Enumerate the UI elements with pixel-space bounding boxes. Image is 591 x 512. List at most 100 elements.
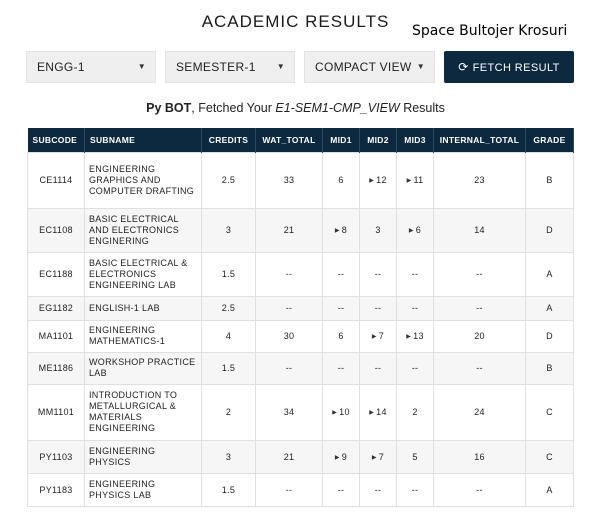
cell-value: 12	[376, 175, 387, 185]
cell-wat-total: 34	[255, 383, 323, 441]
cell-value: --	[337, 269, 345, 279]
cell-mid3: ▶ 6	[396, 207, 434, 253]
cell-value: ENGINEERING MATHEMATICS-1	[89, 325, 166, 346]
cell-internal-total: 23	[433, 151, 526, 209]
cell-mid1: 6	[322, 151, 360, 209]
caret-right-icon: ▶	[369, 410, 375, 416]
table-row: EC1108 BASIC ELECTRICAL AND ELECTRONICS E…	[27, 207, 574, 253]
cell-wat-total: --	[255, 295, 323, 321]
cell-internal-total: 16	[433, 439, 526, 474]
cell-mid3: --	[396, 251, 434, 297]
cell-mid2: 3	[359, 207, 397, 253]
cell-value: ME1186	[38, 363, 74, 373]
cell-value: --	[374, 363, 382, 373]
cell-grade: A	[525, 251, 574, 297]
cell-wat-total: 21	[255, 207, 323, 253]
caret-right-icon: ▶	[334, 228, 340, 234]
cell-value: ENGINEERING PHYSICS LAB	[89, 478, 156, 500]
cell-grade: B	[525, 351, 574, 385]
cell-value: PY1103	[39, 451, 73, 462]
cell-value: 34	[283, 407, 295, 417]
cell-mid2: --	[359, 295, 397, 321]
results-table: SUBCODE SUBNAME CREDITS WAT_TOTAL MID1 MID2 MI…	[27, 128, 574, 507]
cell-value: 23	[474, 175, 485, 185]
cell-wat-total: --	[255, 251, 323, 297]
caret-right-icon: ▶	[369, 178, 375, 184]
cell-mid2: --	[359, 351, 397, 385]
cell-mid1: --	[322, 251, 360, 297]
cell-value: 2	[225, 407, 232, 417]
table-header-row: SUBCODE SUBNAME CREDITS WAT_TOTAL MID1 MID2 MI…	[27, 128, 574, 152]
table-row: PY1183 ENGINEERING PHYSICS LAB 1.5 -- -- -- --…	[27, 472, 574, 507]
cell-mid2: --	[359, 472, 397, 507]
cell-value: D	[546, 331, 553, 341]
cell-mid1: ▶ 10	[322, 383, 360, 441]
table-row: MM1101 INTRODUCTION TO METALLURGICAL & MA…	[27, 383, 574, 441]
cell-wat-total: --	[255, 351, 323, 385]
cell-mid3: ▶ 11	[396, 151, 434, 209]
column-header-mid1: MID1	[322, 128, 360, 152]
cell-subname: WORKSHOP PRACTICE LAB	[84, 351, 202, 385]
cell-value: --	[411, 269, 419, 279]
cell-value: --	[374, 269, 382, 279]
cell-mid1: --	[322, 472, 360, 507]
cell-wat-total: --	[255, 472, 323, 507]
cell-value: 16	[474, 451, 485, 462]
cell-mid3: 5	[396, 439, 434, 474]
cell-subname: BASIC ELECTRICAL & ELECTRONICS ENGINEERI…	[84, 251, 202, 297]
cell-internal-total: 20	[433, 319, 526, 353]
cell-value: 24	[474, 407, 485, 417]
cell-value: --	[476, 363, 483, 373]
cell-subcode: MM1101	[27, 383, 85, 441]
cell-value: 7	[378, 331, 385, 341]
cell-mid3: --	[396, 295, 434, 321]
cell-grade: A	[525, 295, 574, 321]
cell-value: --	[411, 303, 419, 313]
cell-value: 2.5	[221, 175, 236, 185]
cell-value: B	[546, 363, 553, 373]
column-header-credits: CREDITS	[201, 128, 256, 152]
column-header-grade: GRADE	[525, 128, 574, 152]
cell-value: 5	[412, 451, 418, 462]
semester-select[interactable]: SEMESTER-1 ▼	[165, 51, 295, 83]
cell-mid2: ▶ 12	[359, 151, 397, 209]
cell-value: 3	[225, 225, 232, 235]
branch-select[interactable]: ENGG-1 ▼	[26, 51, 156, 83]
cell-value: EC1188	[39, 269, 73, 279]
cell-value: MA1101	[38, 331, 74, 341]
cell-value: --	[285, 363, 293, 373]
cell-value: 1.5	[221, 484, 236, 495]
fetch-result-button[interactable]: ⟳ FETCH RESULT	[444, 51, 574, 83]
cell-subname: ENGINEERING GRAPHICS AND COMPUTER DRAFTI…	[84, 151, 202, 209]
cell-grade: A	[525, 472, 574, 507]
cell-value: 14	[474, 225, 485, 235]
cell-mid1: ▶ 9	[322, 439, 360, 474]
cell-internal-total: 14	[433, 207, 526, 253]
cell-value: BASIC ELECTRICAL AND ELECTRONICS ENGINER…	[89, 213, 180, 246]
cell-mid2: ▶ 7	[359, 439, 397, 474]
cell-value: B	[546, 175, 553, 185]
cell-mid3: --	[396, 472, 434, 507]
status-prefix: , Fetched Your	[191, 101, 276, 115]
chevron-down-icon: ▼	[416, 62, 425, 71]
cell-credits: 2.5	[201, 295, 256, 321]
cell-subcode: PY1183	[27, 472, 85, 507]
cell-grade: C	[525, 383, 574, 441]
overlay-name-text: Space Bultojer Krosuri	[412, 23, 568, 39]
cell-value: --	[285, 269, 293, 279]
cell-value: D	[546, 225, 553, 235]
cell-internal-total: 24	[433, 383, 526, 441]
cell-internal-total: --	[433, 472, 526, 507]
cell-wat-total: 21	[255, 439, 323, 474]
cell-value: --	[476, 484, 483, 495]
chevron-down-icon: ▼	[276, 62, 285, 71]
caret-right-icon: ▶	[408, 228, 414, 234]
cell-value: 1.5	[221, 363, 236, 373]
cell-internal-total: --	[433, 251, 526, 297]
table-body: CE1114 ENGINEERING GRAPHICS AND COMPUTER …	[27, 151, 574, 507]
view-select[interactable]: COMPACT VIEW ▼	[304, 51, 435, 83]
table-row: EG1182 ENGLISH-1 LAB 2.5 -- -- -- -- -- A	[27, 295, 574, 321]
caret-right-icon: ▶	[332, 410, 338, 416]
cell-value: WORKSHOP PRACTICE LAB	[89, 357, 196, 378]
cell-value: 21	[283, 451, 295, 462]
